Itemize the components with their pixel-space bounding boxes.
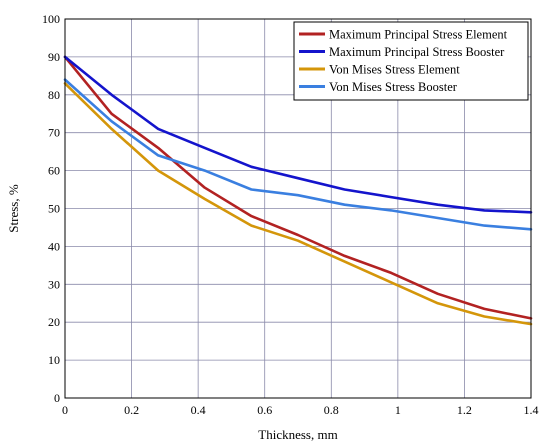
- legend-label-3: Von Mises Stress Element: [329, 63, 460, 77]
- series-line-1: [63, 55, 533, 320]
- y-tick-label: 10: [48, 353, 60, 367]
- series-line-3: [63, 82, 533, 326]
- x-tick-label: 1.2: [457, 403, 472, 417]
- y-tick-label: 30: [48, 277, 60, 291]
- y-tick-label: 100: [42, 12, 60, 26]
- legend-label-4: Von Mises Stress Booster: [329, 80, 458, 94]
- y-tick-label: 40: [48, 239, 60, 253]
- legend-label-1: Maximum Principal Stress Element: [329, 28, 508, 42]
- y-axis-title: Stress, %: [6, 184, 21, 233]
- tick-labels: 0 0.2 0.4 0.6 0.8 1 1.2 1.4 0 10 20 30 40 50 60 70 80 90 1…: [42, 12, 539, 417]
- legend-label-2: Maximum Principal Stress Booster: [329, 45, 505, 59]
- y-tick-label: 50: [48, 202, 60, 216]
- y-tick-label: 0: [54, 391, 60, 405]
- x-axis-title: Thickness, mm: [258, 427, 337, 442]
- legend: Maximum Principal Stress Element Maximum …: [293, 21, 529, 101]
- x-tick-label: 0.6: [257, 403, 272, 417]
- x-tick-label: 0.8: [324, 403, 339, 417]
- x-tick-label: 0.2: [124, 403, 139, 417]
- x-tick-label: 0.4: [191, 403, 206, 417]
- y-tick-label: 20: [48, 315, 60, 329]
- series-line-2: [63, 55, 533, 214]
- series-lines: [63, 55, 533, 326]
- y-tick-label: 90: [48, 50, 60, 64]
- legend-box: [293, 21, 529, 101]
- y-tick-label: 70: [48, 126, 60, 140]
- series-line-4: [63, 78, 533, 231]
- y-tick-label: 60: [48, 164, 60, 178]
- plot-area-frame: [64, 18, 532, 399]
- x-tick-label: 1: [395, 403, 401, 417]
- x-tick-label: 1.4: [524, 403, 539, 417]
- x-tick-label: 0: [62, 403, 68, 417]
- y-tick-label: 80: [48, 88, 60, 102]
